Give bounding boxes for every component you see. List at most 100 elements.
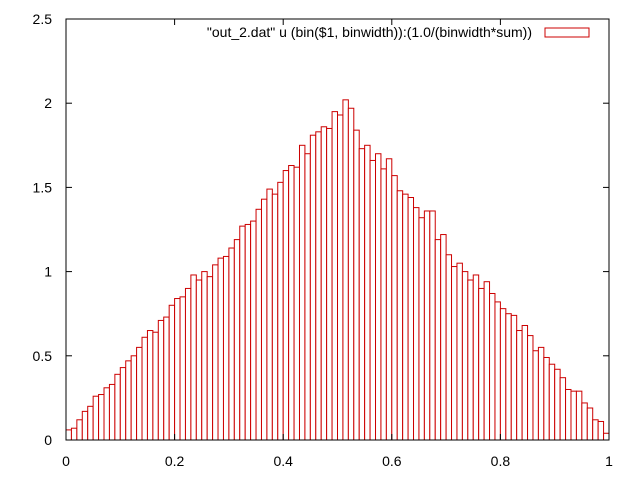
histogram-bar — [516, 330, 523, 441]
histogram-bar — [304, 153, 311, 441]
histogram-bar — [179, 296, 186, 441]
histogram-bar — [222, 255, 230, 441]
histogram-bar — [478, 287, 485, 441]
histogram-bar — [108, 383, 116, 441]
histogram-bar — [293, 166, 300, 441]
histogram-bar — [277, 181, 284, 441]
histogram-bar — [342, 99, 349, 441]
histogram-bar — [81, 410, 89, 441]
histogram-bar — [586, 407, 594, 441]
histogram-bar — [429, 210, 436, 441]
histogram-bar — [255, 208, 262, 441]
histogram-bar — [103, 387, 110, 441]
histogram-bar — [228, 247, 235, 441]
histogram-bar — [570, 390, 577, 441]
histogram-bar — [87, 405, 94, 441]
histogram-bar — [489, 292, 496, 441]
histogram-bar — [271, 193, 279, 441]
histogram-bar — [385, 158, 393, 441]
histogram-bar — [592, 419, 599, 441]
histogram-bar — [309, 134, 317, 441]
histogram-bar — [554, 368, 561, 441]
histogram-bar — [114, 373, 121, 441]
y-tick-label: 1 — [44, 264, 52, 280]
histogram-bar — [70, 427, 78, 441]
histogram-bar — [396, 190, 404, 441]
y-tick-label: 2.5 — [33, 11, 53, 27]
histogram-bar — [499, 308, 507, 441]
histogram-bar — [260, 198, 268, 441]
histogram-bar — [331, 111, 339, 441]
histogram-bar — [239, 225, 246, 441]
histogram-bar — [575, 390, 583, 441]
histogram-bar — [288, 165, 295, 441]
histogram-bar — [532, 350, 539, 441]
x-tick-label: 1 — [605, 453, 613, 469]
histogram-bar — [206, 276, 214, 441]
histogram-bar — [456, 262, 463, 441]
histogram-bar — [337, 114, 344, 441]
histogram-bar — [250, 220, 257, 441]
histogram-bar — [413, 207, 420, 441]
histogram-bar — [494, 301, 501, 441]
histogram-bar — [407, 197, 415, 441]
histogram-bar — [467, 279, 474, 441]
histogram-bar — [347, 107, 355, 441]
histogram-bar — [440, 234, 447, 441]
histogram-bar — [434, 239, 442, 441]
histogram-bar — [152, 331, 159, 441]
histogram-bar — [543, 356, 550, 441]
histogram-bar — [326, 127, 333, 441]
histogram-bar — [369, 159, 377, 441]
histogram-bar — [146, 330, 154, 441]
histogram-bar — [315, 131, 322, 441]
histogram-bar — [298, 144, 306, 441]
histogram-bar — [65, 429, 72, 441]
histogram-bar — [141, 336, 148, 441]
legend: "out_2.dat" u (bin($1, binwidth)):(1.0/(… — [207, 24, 590, 40]
x-tick-label: 0 — [62, 453, 70, 469]
histogram-bar — [483, 281, 491, 441]
y-tick-label: 2 — [44, 95, 52, 111]
histogram-bar — [195, 279, 203, 441]
histogram-bar — [212, 264, 219, 441]
histogram-bar — [423, 210, 431, 441]
axis-ticks: 0 0.2 0.4 0.6 0.8 1 0 0.5 1 1.5 2 2.5 — [33, 11, 614, 469]
histogram-bar — [76, 419, 83, 441]
x-tick-label: 0.8 — [491, 453, 511, 469]
histogram-bar — [184, 287, 192, 441]
histogram-bar — [168, 304, 176, 441]
histogram-bar — [445, 254, 453, 441]
histogram-bar — [461, 271, 469, 441]
histogram-bar — [130, 355, 138, 441]
histogram-bar — [505, 313, 512, 441]
histogram-bar — [163, 316, 170, 441]
histogram-bar — [559, 377, 567, 441]
histogram-bar — [375, 153, 382, 441]
histogram-bar — [472, 274, 480, 441]
legend-label: "out_2.dat" u (bin($1, binwidth)):(1.0/(… — [207, 24, 532, 40]
histogram-bar — [217, 257, 224, 441]
histogram-bar — [521, 324, 529, 441]
histogram-bar — [510, 314, 518, 441]
histogram-bar — [402, 193, 409, 441]
histogram-bar — [353, 129, 360, 441]
x-tick-label: 0.2 — [165, 453, 185, 469]
histogram-bar — [282, 170, 290, 441]
histogram-bar — [125, 360, 132, 441]
y-tick-label: 0.5 — [33, 348, 53, 364]
histogram-bar — [548, 363, 556, 441]
y-tick-label: 1.5 — [33, 179, 53, 195]
histogram-bar — [527, 335, 534, 441]
histogram-bar — [266, 188, 273, 441]
histogram-bar — [581, 402, 588, 441]
histogram-bar — [157, 319, 165, 441]
histogram-bar — [174, 298, 181, 441]
bars-layer — [65, 99, 610, 441]
histogram-bar — [597, 420, 605, 441]
histogram-bar — [201, 271, 208, 441]
histogram-bar — [320, 126, 328, 441]
histogram-bar — [391, 175, 398, 441]
